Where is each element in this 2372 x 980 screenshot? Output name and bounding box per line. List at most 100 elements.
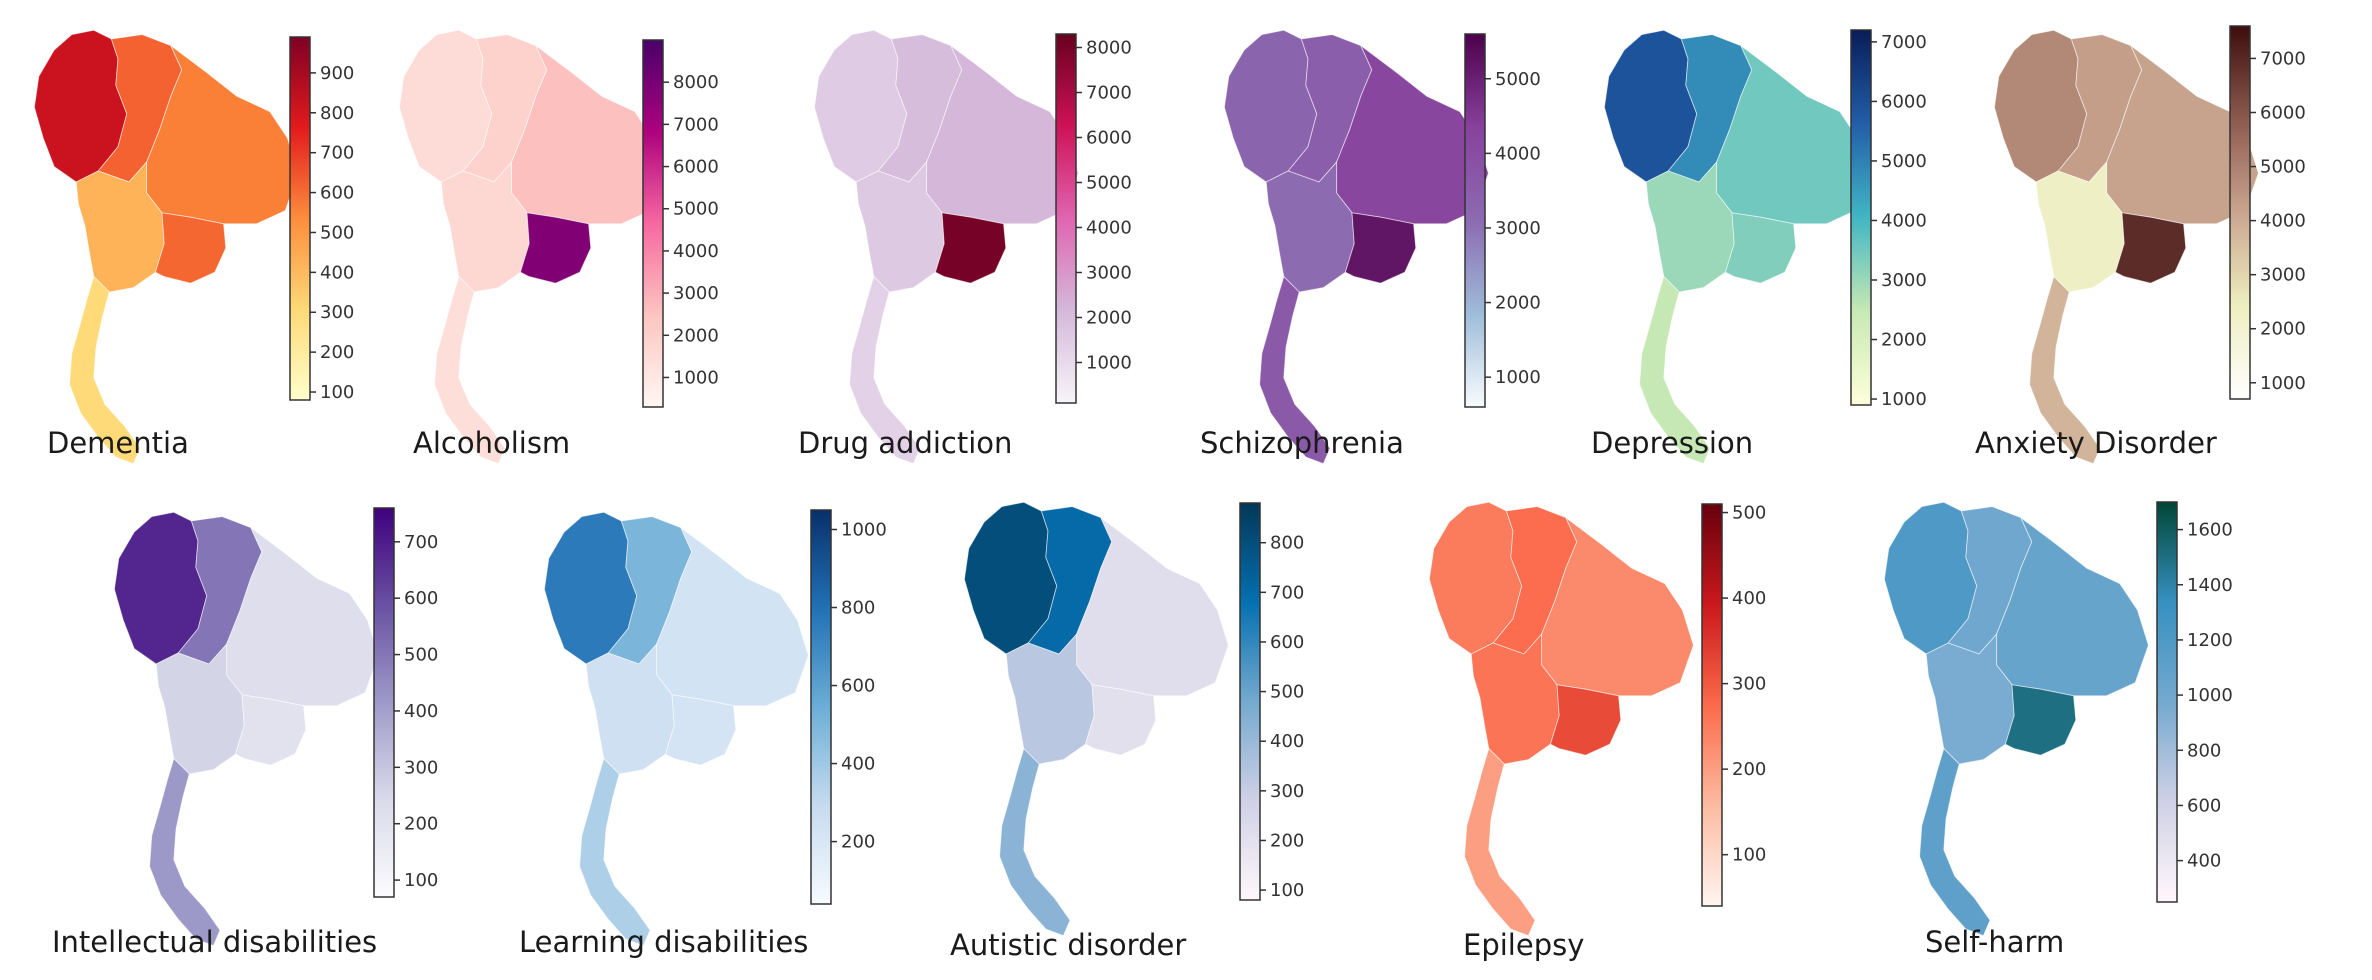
region-east — [154, 212, 227, 284]
colorbar-tick-label: 1000 — [1881, 389, 1927, 410]
colorbar-tick-label: 600 — [2187, 795, 2221, 816]
panel-title: Intellectual disabilities — [52, 925, 377, 959]
region-east — [1724, 212, 1797, 284]
panel-alcoholism: 1000 2000 3000 4000 5000 6000 7000 8000 Alcoholi… — [398, 29, 719, 465]
region-south — [149, 757, 221, 947]
colorbar-tick-label: 700 — [320, 143, 354, 164]
panel-title: Learning disabilities — [519, 925, 808, 959]
colorbar-tick-label: 300 — [1270, 781, 1304, 802]
colorbar-tick-label: 600 — [320, 183, 354, 204]
colorbar-tick-label: 7000 — [673, 114, 719, 135]
map-self-harm — [1883, 501, 2149, 937]
colorbar-tick-label: 2000 — [1086, 308, 1132, 329]
region-east — [934, 212, 1007, 284]
colorbar-tick-label: 100 — [1270, 880, 1304, 901]
colorbar-tick-label: 200 — [1270, 830, 1304, 851]
map-anxiety-disorder — [1993, 29, 2259, 465]
colorbar-tick-label: 3000 — [1086, 263, 1132, 284]
colorbar-tick-label: 200 — [404, 814, 438, 835]
colorbar-dementia — [290, 37, 310, 400]
panel-title: Depression — [1591, 426, 1753, 460]
colorbar-tick-label: 100 — [1732, 845, 1766, 866]
panel-dementia: 100 200 300 400 500 600 700 800 900 Dementia — [33, 29, 354, 465]
map-alcoholism — [398, 29, 664, 465]
colorbar-tick-label: 400 — [2187, 851, 2221, 872]
colorbar-tick-label: 8000 — [1086, 38, 1132, 59]
colorbar-tick-label: 2000 — [1881, 330, 1927, 351]
colorbar-tick-label: 600 — [1270, 632, 1304, 653]
region-south — [1919, 747, 1991, 937]
region-east — [664, 694, 737, 766]
colorbar-tick-label: 4000 — [1881, 210, 1927, 231]
colorbar-tick-label: 300 — [1732, 674, 1766, 695]
colorbar-tick-label: 800 — [841, 598, 875, 619]
colorbar-tick-label: 2000 — [673, 325, 719, 346]
colorbar-self-harm — [2157, 502, 2177, 902]
region-east — [2004, 684, 2077, 756]
colorbar-tick-label: 600 — [841, 676, 875, 697]
panel-drug-addiction: 1000 2000 3000 4000 5000 6000 7000 8000 Drug add… — [798, 29, 1132, 465]
region-east — [519, 212, 592, 284]
panel-autistic-disorder: 100 200 300 400 500 600 700 800 Autistic disorde… — [950, 501, 1304, 962]
colorbar-tick-label: 3000 — [1881, 270, 1927, 291]
panel-intellectual-disabilities: 100 200 300 400 500 600 700 Intellectual disabi… — [52, 507, 438, 959]
colorbar-depression — [1851, 30, 1871, 405]
colorbar-tick-label: 1000 — [2260, 373, 2306, 394]
colorbar-tick-label: 900 — [320, 63, 354, 84]
colorbar-tick-label: 5000 — [1086, 173, 1132, 194]
colorbar-tick-label: 800 — [2187, 740, 2221, 761]
colorbar-tick-label: 4000 — [1086, 218, 1132, 239]
region-south — [2029, 275, 2101, 465]
map-depression — [1603, 29, 1869, 465]
colorbar-frame — [373, 507, 395, 898]
colorbar-frame — [1055, 33, 1077, 404]
colorbar-tick-label: 500 — [404, 645, 438, 666]
region-east — [1344, 212, 1417, 284]
region-south — [579, 757, 651, 947]
colorbar-drug-addiction — [1056, 34, 1076, 403]
region-south — [1464, 747, 1536, 937]
colorbar-tick-label: 200 — [1732, 759, 1766, 780]
map-dementia — [33, 29, 299, 465]
colorbar-frame — [1701, 503, 1723, 907]
colorbar-tick-label: 3000 — [2260, 265, 2306, 286]
colorbar-epilepsy — [1702, 504, 1722, 906]
colorbar-tick-label: 700 — [404, 532, 438, 553]
colorbar-frame — [642, 39, 664, 408]
panel-learning-disabilities: 200 400 600 800 1000 Learning disabilities — [519, 509, 887, 959]
panel-title: Alcoholism — [413, 426, 570, 460]
region-south — [849, 275, 921, 465]
colorbar-tick-label: 6000 — [1086, 128, 1132, 149]
map-epilepsy — [1428, 501, 1694, 937]
colorbar-tick-label: 500 — [1732, 503, 1766, 524]
colorbar-frame — [810, 509, 832, 905]
colorbar-tick-label: 400 — [404, 701, 438, 722]
colorbar-tick-label: 500 — [1270, 682, 1304, 703]
colorbar-alcoholism — [643, 40, 663, 407]
colorbar-anxiety-disorder — [2230, 26, 2250, 399]
colorbar-tick-label: 200 — [841, 832, 875, 853]
map-drug-addiction — [813, 29, 1079, 465]
colorbar-tick-label: 6000 — [673, 157, 719, 178]
colorbar-frame — [1239, 502, 1261, 901]
colorbar-tick-label: 400 — [1270, 731, 1304, 752]
colorbar-tick-label: 4000 — [2260, 211, 2306, 232]
colorbar-tick-label: 2000 — [1495, 293, 1541, 314]
colorbar-frame — [1850, 29, 1872, 406]
colorbar-frame — [2156, 501, 2178, 903]
map-learning-disabilities — [543, 511, 809, 947]
panel-title: Epilepsy — [1463, 928, 1584, 962]
colorbar-tick-label: 1600 — [2187, 520, 2233, 541]
colorbar-tick-label: 800 — [1270, 533, 1304, 554]
colorbar-tick-label: 200 — [320, 342, 354, 363]
colorbar-tick-label: 7000 — [1881, 32, 1927, 53]
colorbar-tick-label: 800 — [320, 103, 354, 124]
colorbar-tick-label: 1400 — [2187, 575, 2233, 596]
colorbar-tick-label: 5000 — [673, 199, 719, 220]
colorbar-tick-label: 3000 — [673, 283, 719, 304]
panel-title: Anxiety Disorder — [1975, 426, 2217, 460]
colorbar-tick-label: 100 — [320, 382, 354, 403]
colorbar-tick-label: 3000 — [1495, 218, 1541, 239]
colorbar-tick-label: 700 — [1270, 582, 1304, 603]
region-east — [1549, 684, 1622, 756]
